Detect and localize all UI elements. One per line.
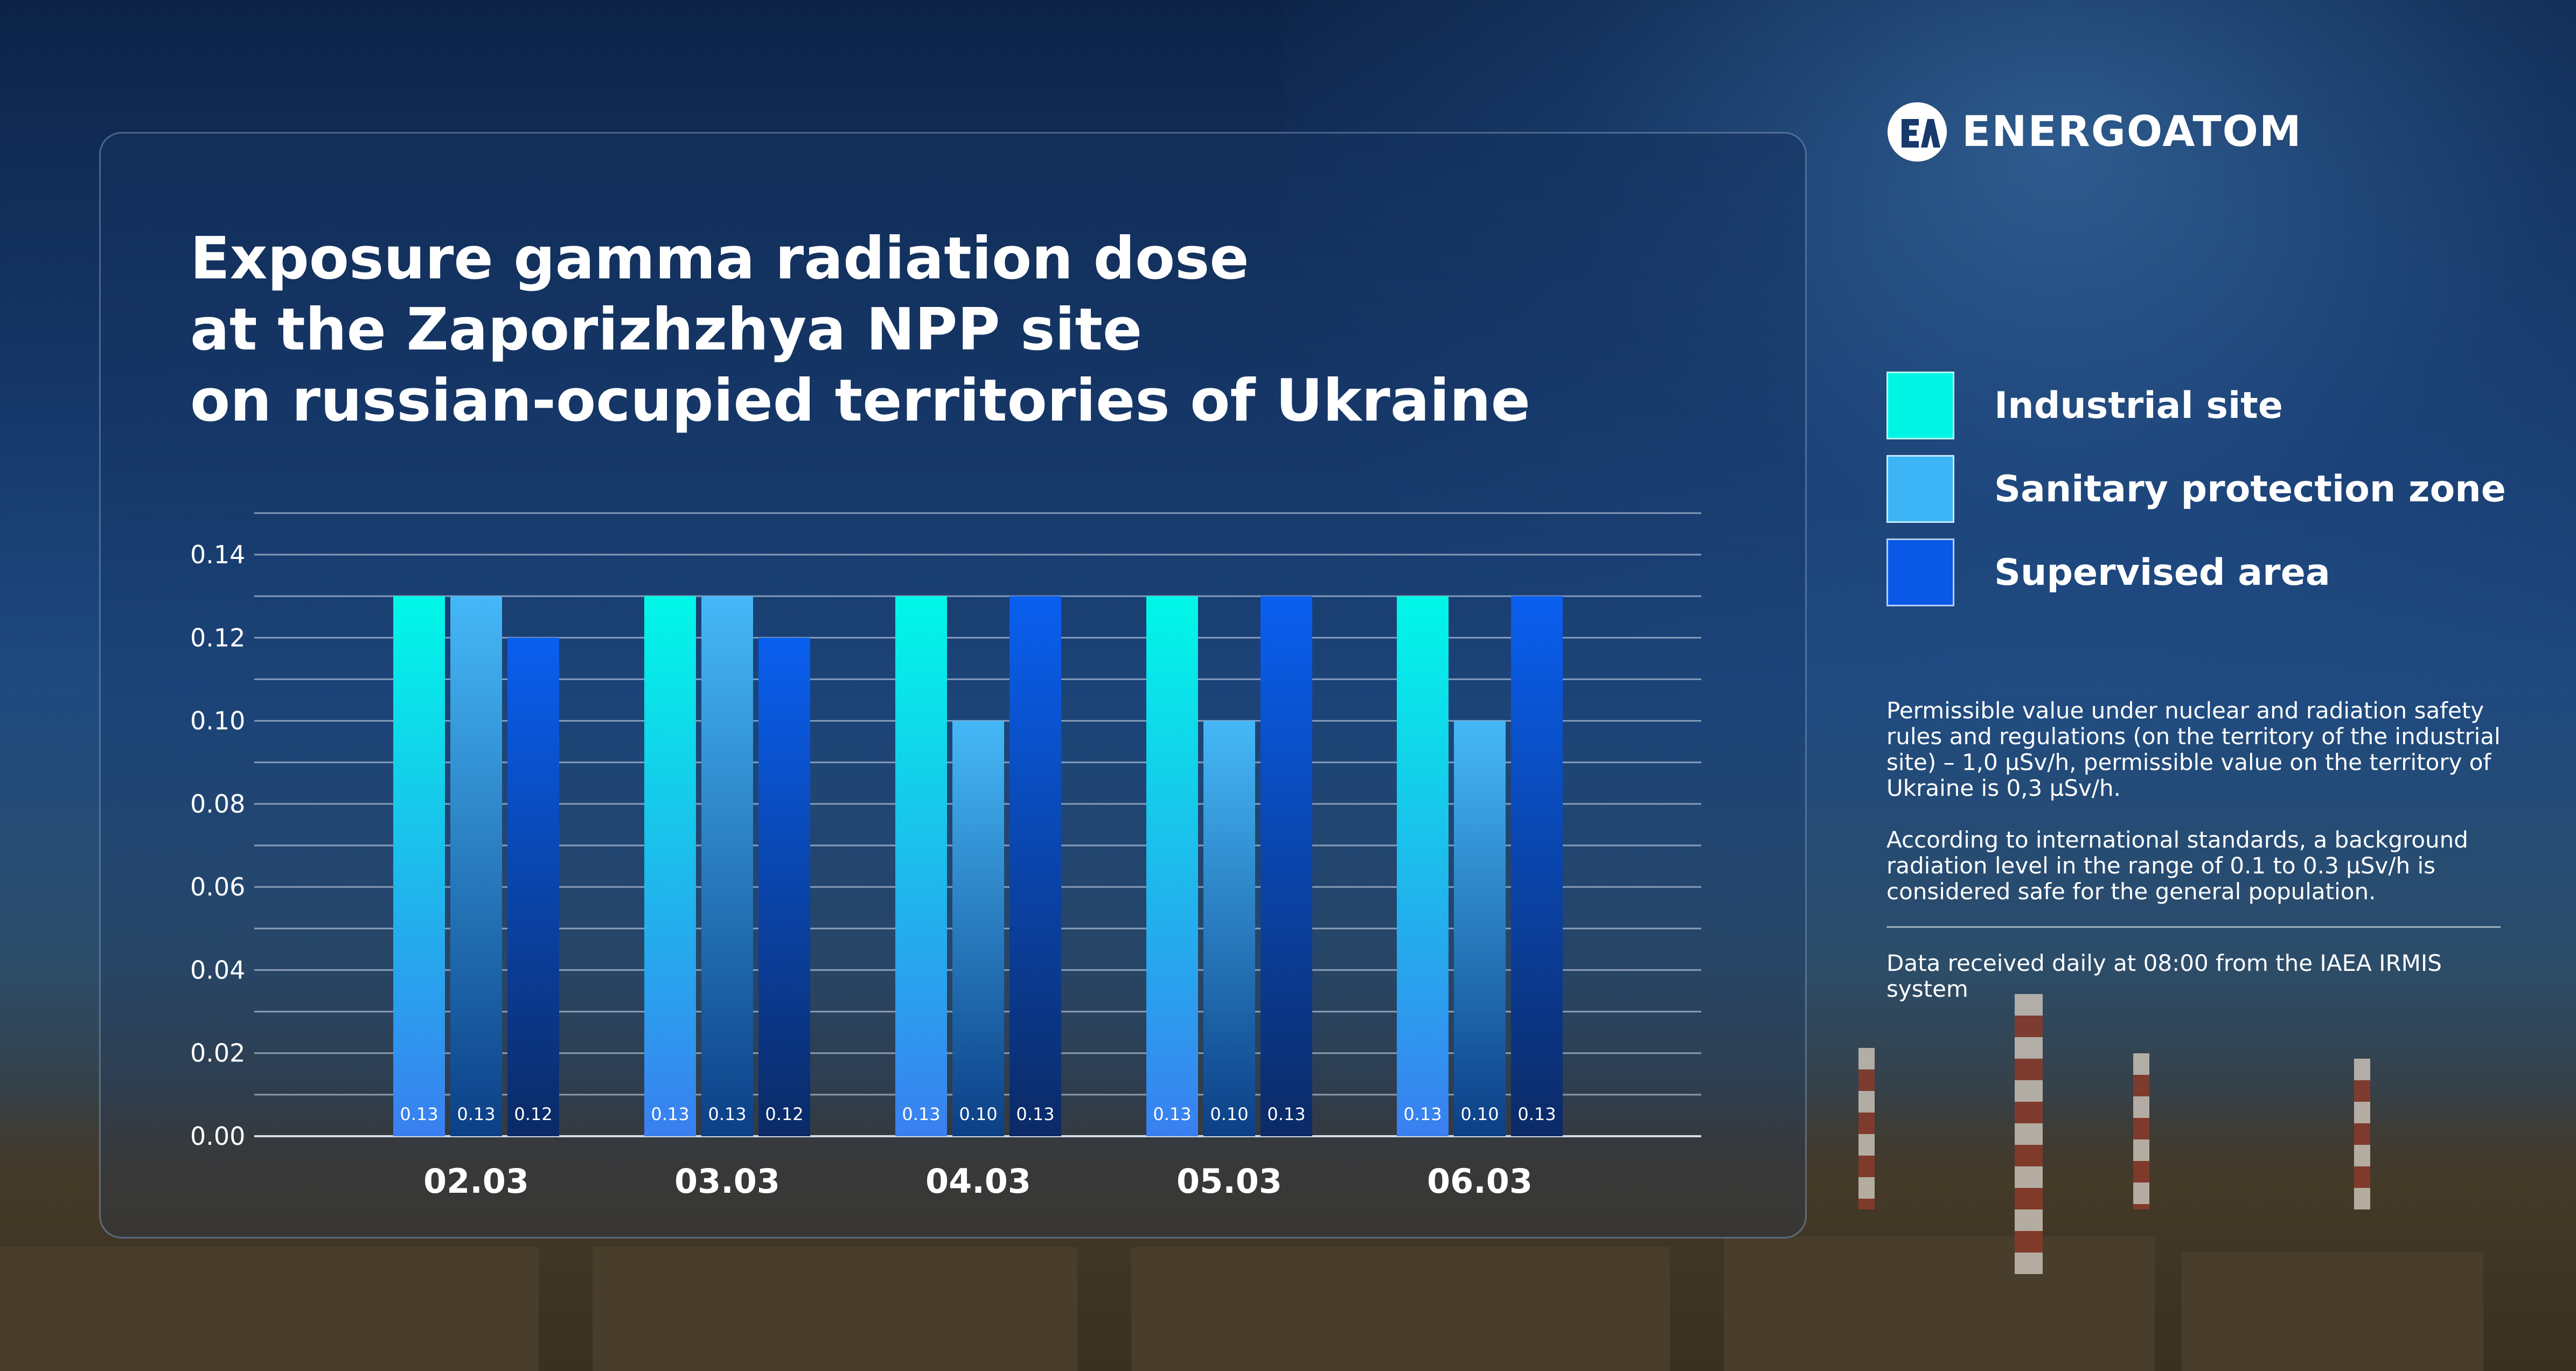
bar (1397, 596, 1449, 1136)
y-tick-label: 0.00 (190, 1122, 245, 1151)
legend-item-supervised-area: Supervised area (1886, 537, 2506, 607)
note-background-level: According to international standards, a … (1886, 827, 2468, 905)
bar-value-label: 0.13 (902, 1104, 940, 1124)
y-tick-label: 0.10 (190, 707, 245, 736)
bar-value-label: 0.13 (708, 1104, 746, 1124)
title-line-3: on russian-ocupied territories of Ukrain… (190, 367, 1530, 435)
bar (450, 596, 502, 1136)
background-reactor-building-3 (1131, 1247, 1670, 1371)
y-tick-label: 0.14 (190, 540, 245, 569)
bar-value-label: 0.10 (1210, 1104, 1248, 1124)
bar-value-label: 0.12 (765, 1104, 803, 1124)
title-line-1: Exposure gamma radiation dose (190, 225, 1249, 292)
bar (1009, 596, 1061, 1136)
legend-label: Sanitary protection zone (1994, 467, 2506, 510)
bar-value-label: 0.13 (1517, 1104, 1556, 1124)
y-tick-label: 0.02 (190, 1039, 245, 1068)
brand-name: ENERGOATOM (1962, 108, 2302, 156)
background-reactor-building-2 (593, 1247, 1077, 1371)
bar (1203, 721, 1255, 1136)
bar-value-label: 0.13 (1153, 1104, 1191, 1124)
energoatom-logo-icon (1888, 102, 1947, 162)
background-chimney (1858, 1048, 1875, 1209)
background-reactor-building-1 (0, 1247, 539, 1371)
x-category-label: 06.03 (1427, 1162, 1533, 1201)
bar-value-label: 0.12 (514, 1104, 552, 1124)
background-reactor-building-5 (2182, 1253, 2483, 1371)
title-line-2: at the Zaporizhzhya NPP site (190, 296, 1143, 363)
x-category-label: 05.03 (1176, 1162, 1282, 1201)
background-chimney (2133, 1053, 2149, 1209)
bar (895, 596, 947, 1136)
y-tick-label: 0.04 (190, 955, 245, 984)
bar (758, 638, 810, 1136)
bar (1146, 596, 1198, 1136)
bar-value-label: 0.13 (1403, 1104, 1442, 1124)
note-permissible-value: Permissible value under nuclear and radi… (1886, 697, 2501, 801)
chart-legend: Industrial site Sanitary protection zone… (1886, 370, 2506, 621)
energoatom-logo: ENERGOATOM (1885, 97, 2302, 167)
x-category-label: 02.03 (423, 1162, 529, 1201)
bar (644, 596, 696, 1136)
chart-title: Exposure gamma radiation dose at the Zap… (190, 223, 1645, 437)
bar-value-label: 0.10 (959, 1104, 997, 1124)
note-data-source: Data received daily at 08:00 from the IA… (1886, 950, 2442, 1002)
x-category-label: 03.03 (674, 1162, 780, 1201)
bar-value-label: 0.10 (1460, 1104, 1499, 1124)
legend-item-industrial-site: Industrial site (1886, 370, 2506, 440)
legend-swatch-sanitary-zone (1886, 455, 1954, 523)
notes-block: Permissible value under nuclear and radi… (1886, 698, 2506, 1028)
y-tick-label: 0.08 (190, 789, 245, 819)
bar (952, 721, 1004, 1136)
bar-value-label: 0.13 (457, 1104, 495, 1124)
notes-divider (1886, 926, 2501, 928)
x-category-label: 04.03 (925, 1162, 1031, 1201)
background-chimney (2354, 1059, 2370, 1209)
bar (1261, 596, 1312, 1136)
legend-label: Supervised area (1994, 551, 2330, 594)
legend-item-sanitary-zone: Sanitary protection zone (1886, 454, 2506, 524)
legend-label: Industrial site (1994, 384, 2283, 427)
bar (1511, 596, 1563, 1136)
bar (393, 596, 445, 1136)
bar (701, 596, 753, 1136)
legend-swatch-supervised-area (1886, 538, 1954, 606)
y-tick-label: 0.06 (190, 872, 245, 901)
background-chimney (2015, 994, 2043, 1274)
bar (507, 638, 559, 1136)
bar (1454, 721, 1506, 1136)
legend-swatch-industrial-site (1886, 372, 1954, 439)
bar-value-label: 0.13 (1016, 1104, 1054, 1124)
y-tick-label: 0.12 (190, 623, 245, 652)
bar-value-label: 0.13 (400, 1104, 438, 1124)
bar-value-label: 0.13 (1267, 1104, 1305, 1124)
bar-value-label: 0.13 (651, 1104, 689, 1124)
background-reactor-building-4 (1724, 1236, 2155, 1371)
